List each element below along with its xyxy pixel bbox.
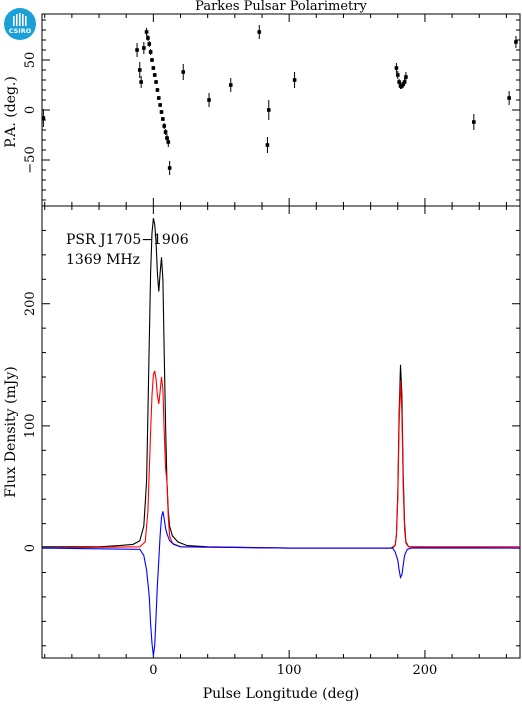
pa-point xyxy=(165,136,169,140)
pa-point xyxy=(150,58,154,62)
pa-point xyxy=(400,84,404,88)
frequency-label: 1369 MHz xyxy=(66,252,140,268)
pulsar-name-label: PSR J1705−1906 xyxy=(66,232,189,248)
flux-panel: 0 100 200 0 100 200 PSR J1705−1906 1369 MHz F… xyxy=(3,205,521,702)
pa-point xyxy=(156,96,161,100)
y-tick-label: 50 xyxy=(23,52,38,69)
pa-point xyxy=(158,103,162,107)
pa-point xyxy=(151,66,156,70)
y-tick-label: 0 xyxy=(23,106,38,114)
flux-series-line-1 xyxy=(41,370,520,549)
pa-point xyxy=(181,70,186,74)
pa-point xyxy=(401,82,406,86)
pa-point xyxy=(266,108,271,112)
pa-panel-frame xyxy=(41,13,521,207)
flux-panel-frame xyxy=(41,205,521,659)
pa-point xyxy=(397,80,401,84)
pa-point xyxy=(402,80,407,84)
pa-point xyxy=(41,116,46,120)
pa-point xyxy=(507,96,511,100)
pa-point xyxy=(148,50,153,54)
pa-point xyxy=(161,117,165,121)
pa-point xyxy=(394,66,399,70)
pa-point xyxy=(167,166,172,170)
x-tick-label: 200 xyxy=(413,663,438,678)
pa-point xyxy=(152,73,157,77)
pa-panel: −50 0 50 P.A. (deg.) xyxy=(3,13,521,207)
y-tick-label: 0 xyxy=(23,544,38,552)
pa-point xyxy=(257,30,262,34)
pa-y-axis-label: P.A. (deg.) xyxy=(3,76,19,148)
x-tick-label: 100 xyxy=(277,663,302,678)
csiro-logo-text: CSIRO xyxy=(9,27,32,35)
pa-point xyxy=(142,46,146,50)
pa-point xyxy=(472,120,476,124)
pa-point xyxy=(139,80,143,84)
pa-point xyxy=(146,36,150,40)
pa-point xyxy=(155,88,160,92)
pa-point xyxy=(135,48,139,52)
y-tick-label: 200 xyxy=(23,291,38,316)
pa-point xyxy=(395,73,400,77)
flux-series-line-2 xyxy=(41,511,520,656)
pa-point xyxy=(228,83,233,87)
pa-point xyxy=(166,140,171,144)
x-axis-label: Pulse Longitude (deg) xyxy=(203,686,360,702)
csiro-logo: CSIRO xyxy=(4,8,36,40)
pa-point xyxy=(207,98,211,102)
pa-marks: −50 0 50 xyxy=(23,14,520,206)
pa-point xyxy=(144,30,149,34)
pa-point xyxy=(265,143,270,147)
flux-y-axis-label: Flux Density (mJy) xyxy=(3,366,19,497)
pa-point xyxy=(159,110,164,114)
chart-title: Parkes Pulsar Polarimetry xyxy=(195,0,367,14)
pa-point xyxy=(163,130,168,134)
flux-marks: 0 100 200 0 100 200 xyxy=(23,205,521,678)
pa-point xyxy=(292,78,297,82)
x-tick-label: 0 xyxy=(149,663,157,678)
pa-point xyxy=(147,42,152,46)
pa-point xyxy=(404,75,408,79)
pa-point xyxy=(154,80,158,84)
pa-point xyxy=(162,124,167,128)
y-tick-label: 100 xyxy=(23,413,38,438)
pa-point xyxy=(514,40,518,44)
y-tick-label: −50 xyxy=(23,146,38,173)
pa-point xyxy=(137,68,142,72)
